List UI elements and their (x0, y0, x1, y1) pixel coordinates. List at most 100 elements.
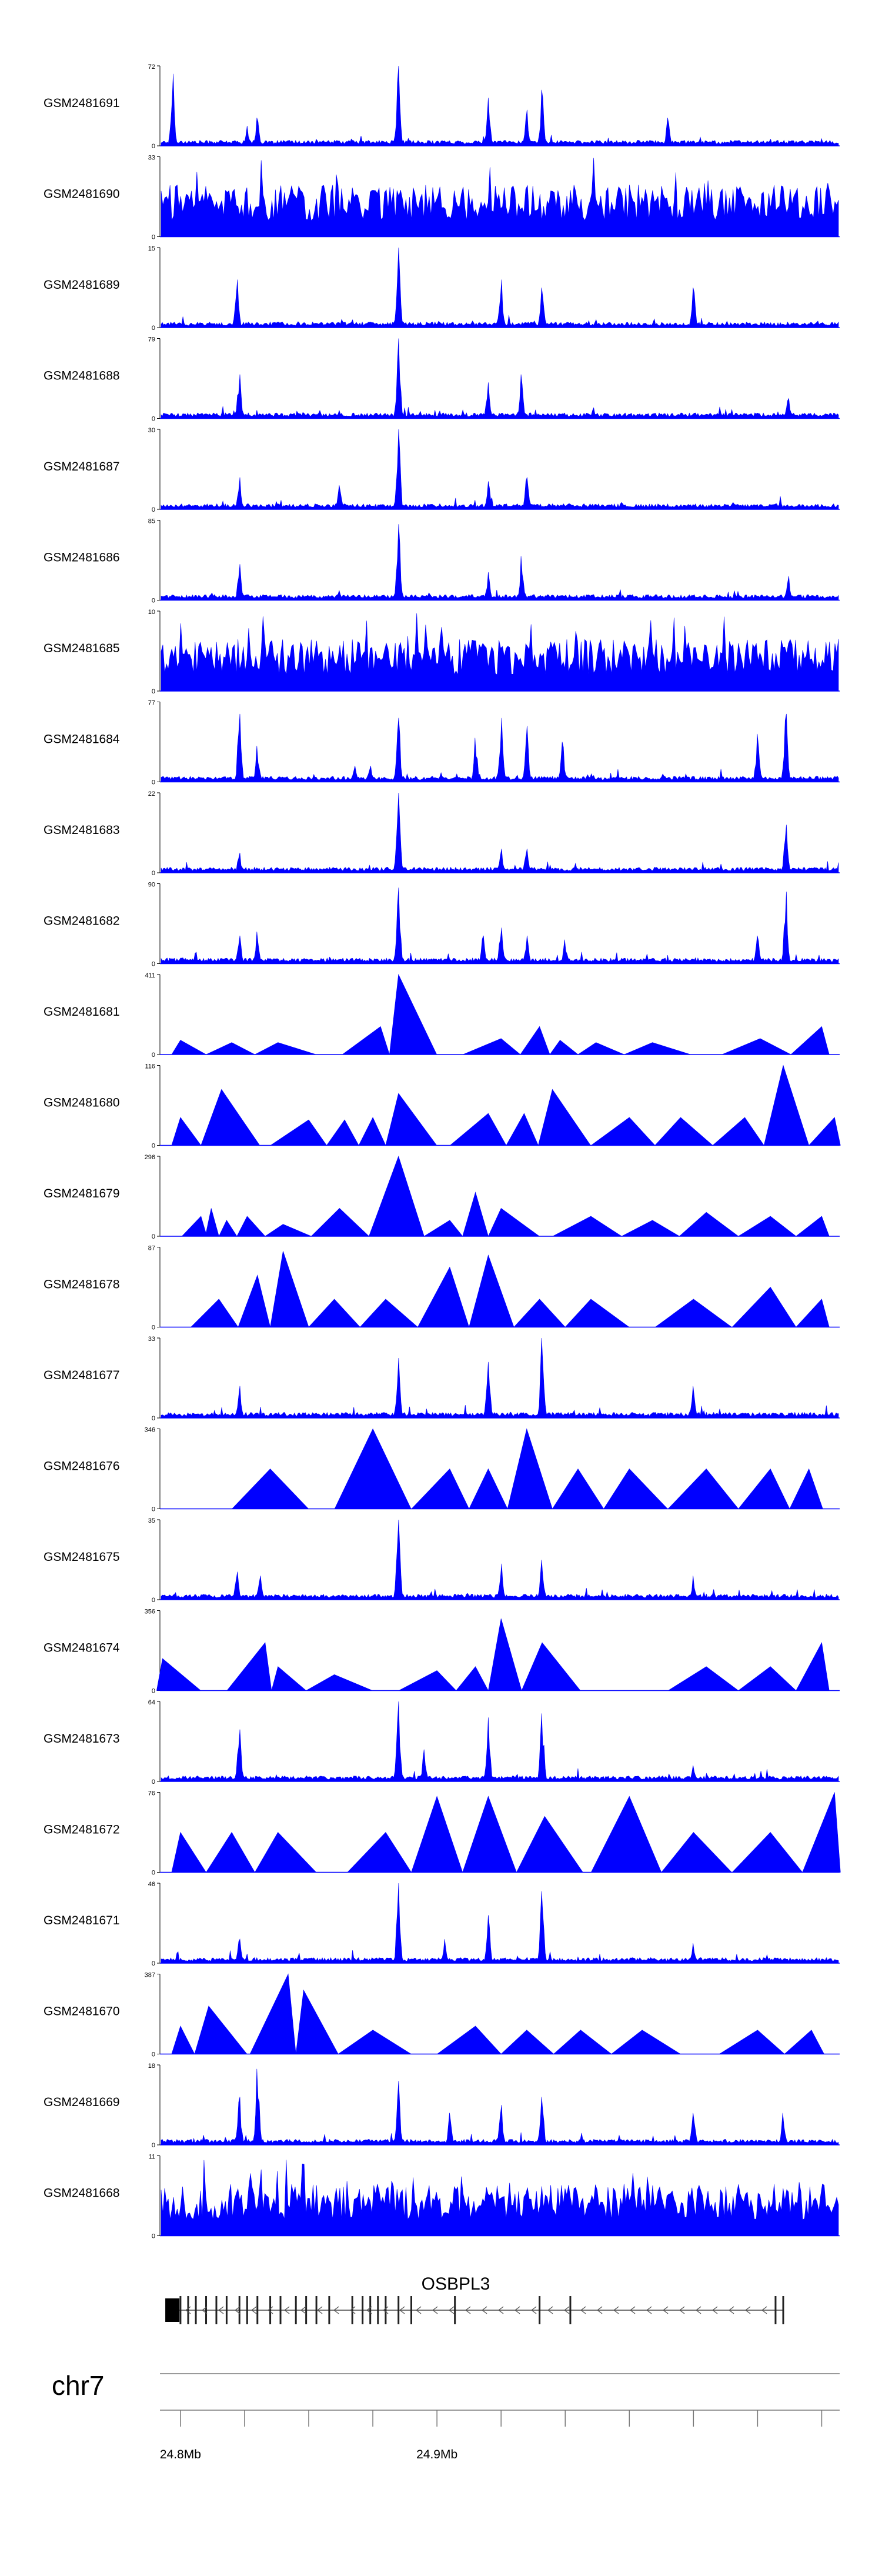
y-min-label: 0 (152, 870, 155, 877)
coverage-area (161, 792, 839, 873)
y-max-label: 411 (145, 972, 155, 979)
strand-arrow (679, 2306, 685, 2314)
track-GSM2481672: GSM2481672 76 0 (44, 1790, 841, 1877)
track-label: GSM2481671 (44, 1914, 120, 1927)
y-min-label: 0 (152, 598, 155, 605)
y-min-label: 0 (152, 1778, 155, 1786)
y-min-label: 0 (152, 1233, 155, 1240)
strand-arrow (218, 2306, 224, 2314)
y-min-label: 0 (152, 2142, 155, 2149)
gene-model: OSBPL3 (165, 2274, 784, 2324)
y-max-label: 35 (148, 1517, 155, 1524)
gene-exon (410, 2296, 413, 2324)
strand-arrow (202, 2306, 208, 2314)
y-max-label: 11 (149, 2154, 155, 2161)
track-label: GSM2481678 (44, 1278, 120, 1292)
track-GSM2481688: GSM2481688 79 0 (44, 336, 840, 423)
track-label: GSM2481687 (44, 460, 120, 473)
strand-arrow (185, 2306, 191, 2314)
track-GSM2481691: GSM2481691 72 0 (44, 64, 840, 150)
strand-arrow (597, 2306, 603, 2314)
track-label: GSM2481679 (44, 1187, 120, 1200)
strand-arrow (333, 2306, 339, 2314)
gene-exon (782, 2296, 784, 2324)
track-label: GSM2481676 (44, 1460, 120, 1473)
track-label: GSM2481669 (44, 2095, 120, 2109)
y-max-label: 64 (148, 1699, 155, 1706)
y-max-label: 33 (148, 1336, 155, 1343)
coverage-area (161, 613, 839, 692)
track-GSM2481687: GSM2481687 30 0 (44, 427, 840, 513)
track-GSM2481674: GSM2481674 356 0 (44, 1609, 840, 1695)
track-GSM2481675: GSM2481675 35 0 (44, 1517, 840, 1604)
gene-exon (238, 2296, 240, 2324)
gene-exon (454, 2296, 456, 2324)
tracks-layer: GSM2481691720GSM2481690330GSM2481689150G… (44, 64, 841, 2240)
coverage-area (171, 1065, 841, 1146)
strand-arrow (564, 2306, 570, 2314)
strand-arrow (696, 2306, 701, 2314)
coverage-area (161, 1337, 839, 1419)
track-label: GSM2481685 (44, 642, 120, 655)
coverage-area (161, 65, 839, 146)
strand-arrow (317, 2306, 323, 2314)
gene-label: OSBPL3 (422, 2274, 490, 2294)
coverage-area (161, 1519, 839, 1600)
chromosome-ideogram: chr7 (52, 2370, 840, 2401)
strand-arrow (580, 2306, 586, 2314)
coverage-area (161, 158, 839, 237)
gene-exon (187, 2296, 189, 2324)
track-GSM2481673: GSM2481673 64 0 (44, 1699, 840, 1786)
strand-arrow (547, 2306, 553, 2314)
y-max-label: 296 (145, 1154, 155, 1161)
y-max-label: 15 (148, 245, 155, 252)
track-GSM2481677: GSM2481677 33 0 (44, 1336, 840, 1422)
strand-arrow (482, 2306, 487, 2314)
gene-exon (397, 2296, 400, 2324)
track-GSM2481681: GSM2481681 411 0 (44, 972, 840, 1059)
strand-arrow (284, 2306, 290, 2314)
coverage-area (171, 1973, 824, 2054)
y-max-label: 76 (148, 1790, 155, 1797)
y-max-label: 346 (145, 1427, 155, 1434)
coverage-area (161, 713, 839, 782)
track-label: GSM2481683 (44, 823, 120, 837)
strand-arrow (268, 2306, 273, 2314)
track-GSM2481669: GSM2481669 18 0 (44, 2063, 840, 2149)
gene-exon (569, 2296, 572, 2324)
gene-exon (369, 2296, 372, 2324)
y-min-label: 0 (152, 234, 155, 241)
genome-axis-label: 24.8Mb (160, 2448, 201, 2461)
track-GSM2481690: GSM2481690 33 0 (44, 155, 840, 241)
coverage-area (161, 2160, 839, 2236)
y-max-label: 10 (148, 609, 155, 616)
track-label: GSM2481668 (44, 2187, 120, 2200)
y-min-label: 0 (152, 1688, 155, 1695)
strand-arrow (729, 2306, 734, 2314)
y-min-label: 0 (152, 2233, 155, 2240)
coverage-area (161, 429, 839, 510)
y-max-label: 79 (148, 336, 155, 343)
coverage-area (156, 1619, 830, 1691)
y-max-label: 46 (148, 1881, 155, 1888)
y-min-label: 0 (152, 1870, 155, 1877)
coverage-area (190, 1251, 830, 1327)
gene-exon (351, 2296, 353, 2324)
gene-exon (225, 2296, 228, 2324)
track-GSM2481671: GSM2481671 46 0 (44, 1881, 840, 1967)
y-min-label: 0 (152, 1052, 155, 1059)
track-label: GSM2481688 (44, 369, 120, 383)
gene-exon (305, 2296, 308, 2324)
strand-arrow (300, 2306, 306, 2314)
gene-exon (385, 2296, 387, 2324)
coverage-area (171, 1792, 841, 1873)
strand-arrow (761, 2306, 767, 2314)
track-GSM2481676: GSM2481676 346 0 (44, 1427, 840, 1513)
y-max-label: 30 (148, 427, 155, 434)
y-min-label: 0 (152, 506, 155, 513)
track-GSM2481683: GSM2481683 22 0 (44, 790, 840, 877)
strand-arrow (630, 2306, 636, 2314)
y-min-label: 0 (152, 1324, 155, 1332)
track-label: GSM2481680 (44, 1096, 120, 1110)
